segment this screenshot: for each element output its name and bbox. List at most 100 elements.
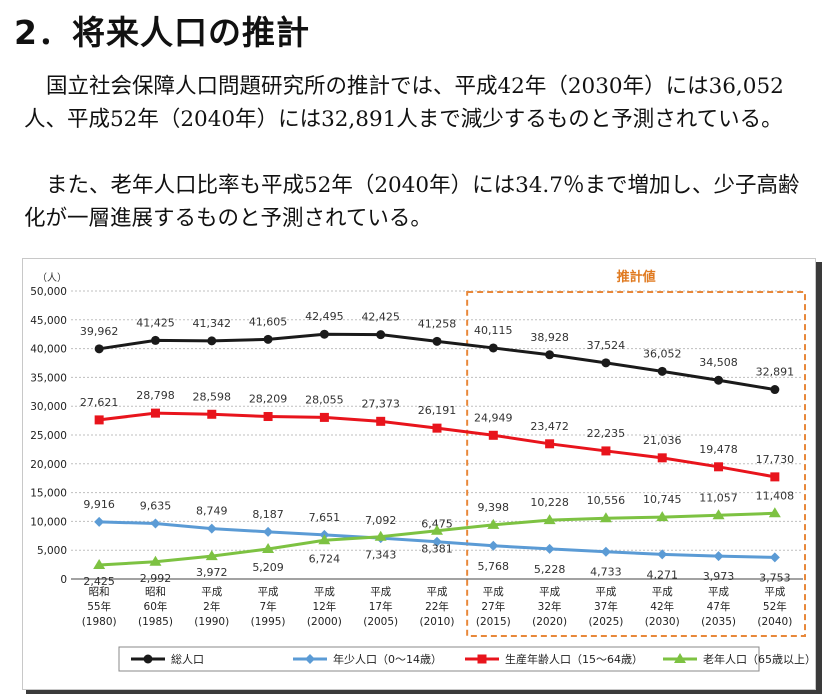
data-label: 5,768 <box>478 560 510 573</box>
data-label: 26,191 <box>418 404 457 417</box>
data-label: 28,798 <box>136 389 175 402</box>
data-point <box>432 336 442 346</box>
data-point <box>150 408 160 418</box>
data-point <box>94 415 104 425</box>
data-label: 39,962 <box>80 325 119 338</box>
x-tick-label: (2020) <box>532 616 567 628</box>
data-label: 9,398 <box>478 501 510 514</box>
data-label: 4,733 <box>590 566 622 579</box>
data-label: 10,556 <box>587 494 626 507</box>
data-point <box>601 358 611 368</box>
x-tick-label: 47年 <box>707 600 731 613</box>
x-tick-label: 27年 <box>481 600 505 613</box>
x-tick-label: 平成 <box>595 586 616 598</box>
data-label: 9,635 <box>140 500 172 513</box>
data-point <box>263 526 274 537</box>
data-label: 41,258 <box>418 317 457 330</box>
data-label: 22,235 <box>587 427 626 440</box>
y-axis-unit: （人） <box>37 272 67 284</box>
x-tick-label: 平成 <box>652 586 673 598</box>
data-point <box>143 654 153 664</box>
x-tick-label: 55年 <box>87 600 111 613</box>
x-tick-label: 昭和 <box>145 586 166 598</box>
data-point <box>488 540 499 551</box>
data-label: 28,598 <box>193 390 232 403</box>
legend-label: 総人口 <box>171 652 204 666</box>
data-point <box>305 654 315 664</box>
y-tick-label: 25,000 <box>30 430 67 442</box>
x-tick-label: 37年 <box>594 600 618 613</box>
data-label: 3,972 <box>196 566 228 579</box>
data-point <box>544 543 555 554</box>
x-tick-label: 平成 <box>370 586 391 598</box>
legend-box <box>118 646 760 672</box>
data-label: 21,036 <box>643 434 682 447</box>
y-tick-label: 10,000 <box>30 516 67 528</box>
data-label: 6,724 <box>309 552 341 565</box>
data-label: 28,209 <box>249 393 288 406</box>
data-label: 2,992 <box>140 572 172 585</box>
x-tick-label: 平成 <box>258 586 279 598</box>
x-tick-label: (2005) <box>363 616 398 628</box>
data-point <box>263 334 273 344</box>
data-point <box>769 552 780 563</box>
data-label: 6,475 <box>421 518 453 531</box>
data-label: 17,730 <box>756 453 795 466</box>
data-point <box>656 511 669 522</box>
y-tick-label: 30,000 <box>30 401 67 413</box>
data-label: 42,495 <box>305 310 344 323</box>
x-tick-label: 平成 <box>539 586 560 598</box>
x-tick-label: 平成 <box>483 586 504 598</box>
x-tick-label: (1985) <box>138 616 173 628</box>
y-tick-label: 45,000 <box>30 315 67 327</box>
x-tick-label: 42年 <box>650 600 674 613</box>
y-tick-label: 20,000 <box>30 459 67 471</box>
population-chart: （人） 0 5,000 10,000 15,000 20,000 25,000 30,000 3… <box>22 258 816 690</box>
data-label: 36,052 <box>643 347 682 360</box>
data-point <box>713 551 724 562</box>
data-label: 7,092 <box>365 514 397 527</box>
data-label: 41,342 <box>193 317 232 330</box>
data-point <box>714 462 724 472</box>
projection-box <box>466 291 806 637</box>
data-label: 8,187 <box>252 508 284 521</box>
x-tick-label: (2015) <box>476 616 511 628</box>
paragraph-2: また、老年人口比率も平成52年（2040年）には34.7％まで増加し、少子高齢化… <box>24 169 814 235</box>
data-label: 8,749 <box>196 505 228 518</box>
data-label: 10,228 <box>530 496 569 509</box>
data-label: 10,745 <box>643 493 682 506</box>
data-label: 42,425 <box>361 311 400 324</box>
data-point <box>768 507 781 518</box>
data-label: 5,228 <box>534 563 566 576</box>
x-tick-label: (1980) <box>82 616 117 628</box>
data-label: 34,508 <box>699 356 738 369</box>
y-tick-label: 35,000 <box>30 372 67 384</box>
x-tick-label: 平成 <box>427 586 448 598</box>
data-label: 7,343 <box>365 549 397 562</box>
y-tick-label: 5,000 <box>37 545 67 557</box>
legend-label: 年少人口（0～14歳） <box>333 652 442 666</box>
data-label: 4,271 <box>646 568 678 581</box>
data-point <box>432 536 442 547</box>
data-point <box>543 514 556 525</box>
data-point <box>714 375 724 385</box>
x-tick-label: 32年 <box>538 600 562 613</box>
data-point <box>374 530 387 541</box>
data-label: 19,478 <box>699 443 738 456</box>
x-tick-label: 17年 <box>369 600 393 613</box>
x-tick-label: (1990) <box>194 616 229 628</box>
y-tick-label: 40,000 <box>30 344 67 356</box>
legend-label: 生産年齢人口（15～64歳） <box>505 652 643 666</box>
data-point <box>319 412 329 422</box>
paragraph-2-text: また、老年人口比率も平成52年（2040年）には34.7％まで増加し、少子高齢化… <box>24 173 800 231</box>
data-label: 37,524 <box>587 339 626 352</box>
y-tick-label: 0 <box>60 574 67 586</box>
data-label: 9,916 <box>83 498 115 511</box>
x-tick-label: (1995) <box>251 616 286 628</box>
x-tick-label: 12年 <box>312 600 336 613</box>
data-point <box>657 453 667 463</box>
y-tick-label: 50,000 <box>30 286 67 298</box>
data-label: 3,973 <box>703 570 735 583</box>
data-point <box>545 350 555 360</box>
data-point <box>94 516 105 527</box>
